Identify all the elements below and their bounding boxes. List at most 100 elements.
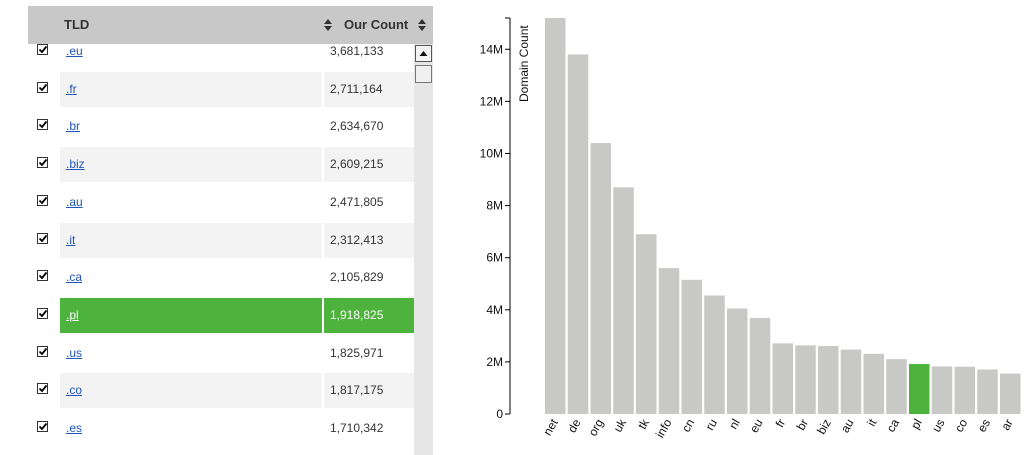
- sort-icon[interactable]: [418, 19, 426, 31]
- tld-cell: .ca: [60, 260, 322, 296]
- checkbox-cell: [28, 185, 58, 220]
- bar-eu[interactable]: [749, 318, 771, 414]
- bar-org[interactable]: [590, 143, 612, 415]
- bar-co[interactable]: [954, 366, 976, 414]
- row-checkbox[interactable]: [37, 232, 48, 244]
- bar-nl[interactable]: [727, 308, 748, 414]
- row-checkbox[interactable]: [37, 383, 48, 395]
- bar-fr[interactable]: [772, 343, 794, 414]
- bar-de[interactable]: [567, 54, 589, 414]
- tld-cell: .biz: [60, 147, 322, 183]
- x-tick-label: net: [540, 416, 561, 438]
- y-tick-label: 14M: [480, 42, 503, 56]
- checkmark-icon: [38, 385, 48, 393]
- bar-cn[interactable]: [681, 279, 703, 414]
- tld-cell: .it: [60, 222, 322, 258]
- tld-column-header[interactable]: TLD: [64, 17, 90, 32]
- scroll-up-button[interactable]: [415, 45, 432, 62]
- scrollbar[interactable]: [414, 44, 433, 455]
- row-checkbox[interactable]: [37, 270, 48, 282]
- bar-it[interactable]: [863, 353, 885, 414]
- count-cell: 2,312,413: [324, 222, 414, 258]
- tld-link[interactable]: .au: [66, 194, 83, 209]
- row-checkbox[interactable]: [37, 44, 48, 55]
- bar-ca[interactable]: [886, 359, 907, 414]
- row-checkbox[interactable]: [37, 119, 48, 131]
- bar-net[interactable]: [545, 18, 566, 414]
- count-value: 1,918,825: [330, 307, 384, 322]
- y-axis: 0 2M 4M 6M 8M 10M 12M 14M: [480, 17, 511, 421]
- checkbox-cell: [28, 336, 58, 371]
- table-row[interactable]: .co 1,817,175: [28, 373, 414, 409]
- table-row[interactable]: .it 2,312,413: [28, 222, 414, 258]
- bar-au[interactable]: [840, 349, 862, 414]
- bar-es[interactable]: [977, 369, 998, 414]
- table-row[interactable]: .br 2,634,670: [28, 109, 414, 145]
- checkmark-icon: [38, 234, 48, 242]
- y-tick-label: 12M: [480, 94, 503, 108]
- checkmark-icon: [38, 83, 48, 92]
- x-tick-label: fr: [773, 417, 789, 430]
- bar-uk[interactable]: [613, 187, 634, 414]
- checkbox-cell: [28, 260, 58, 295]
- x-tick-label: co: [952, 416, 971, 434]
- tld-link[interactable]: .es: [66, 421, 83, 435]
- y-tick-label: 2M: [486, 355, 503, 369]
- tld-link[interactable]: .it: [66, 232, 76, 247]
- tld-cell: .au: [60, 184, 322, 220]
- count-cell: 1,710,342: [324, 411, 414, 446]
- arrow-up-icon: [419, 51, 428, 56]
- table-row[interactable]: .es 1,710,342: [28, 411, 414, 446]
- tld-link[interactable]: .pl: [66, 307, 79, 322]
- x-tick-label: au: [838, 417, 857, 436]
- scroll-thumb[interactable]: [415, 65, 432, 83]
- count-value: 2,634,670: [330, 119, 384, 134]
- checkbox-cell: [28, 72, 58, 107]
- x-tick-label: pl: [908, 417, 925, 432]
- x-tick-label: de: [565, 416, 584, 435]
- tld-link[interactable]: .co: [66, 383, 83, 398]
- checkbox-cell: [28, 298, 58, 333]
- bar-ar[interactable]: [1000, 373, 1021, 414]
- x-tick-label: es: [975, 417, 993, 435]
- table-header: TLD Our Count: [28, 6, 433, 44]
- sort-icon[interactable]: [324, 19, 332, 31]
- bar-info[interactable]: [658, 268, 680, 414]
- tld-link[interactable]: .us: [66, 345, 83, 360]
- table-row[interactable]: .au 2,471,805: [28, 184, 414, 220]
- bar-chart: 0 2M 4M 6M 8M 10M 12M 14M net de org uk tk info cn ru n…: [480, 17, 1021, 440]
- row-checkbox[interactable]: [37, 307, 48, 319]
- tld-link[interactable]: .fr: [66, 81, 77, 96]
- table-row[interactable]: .us 1,825,971: [28, 335, 414, 371]
- tld-link[interactable]: .br: [66, 119, 81, 134]
- tld-link[interactable]: .eu: [66, 44, 83, 58]
- row-checkbox[interactable]: [37, 81, 48, 93]
- bar-us[interactable]: [931, 366, 953, 414]
- y-tick-label: 10M: [480, 146, 503, 160]
- x-tick-label: it: [864, 416, 879, 429]
- table-row[interactable]: .ca 2,105,829: [28, 260, 414, 296]
- checkbox-cell: [28, 147, 58, 182]
- table-row[interactable]: .pl 1,918,825: [28, 297, 414, 333]
- count-cell: 2,609,215: [324, 147, 414, 183]
- tld-cell: .us: [60, 335, 322, 371]
- x-tick-label: nl: [726, 417, 743, 432]
- bar-ru[interactable]: [704, 295, 725, 414]
- tld-cell: .pl: [60, 297, 322, 333]
- bar-br[interactable]: [795, 345, 816, 414]
- bar-pl[interactable]: [909, 364, 930, 414]
- tld-link[interactable]: .biz: [66, 157, 85, 172]
- row-checkbox[interactable]: [37, 421, 48, 432]
- bar-tk[interactable]: [636, 234, 657, 414]
- count-column-header[interactable]: Our Count: [344, 17, 409, 32]
- table-row[interactable]: .fr 2,711,164: [28, 71, 414, 107]
- y-tick-label: 6M: [486, 251, 503, 265]
- bars: [545, 18, 1021, 415]
- row-checkbox[interactable]: [37, 157, 48, 169]
- row-checkbox[interactable]: [37, 194, 48, 206]
- tld-cell: .fr: [60, 71, 322, 107]
- table-row[interactable]: .biz 2,609,215: [28, 147, 414, 183]
- tld-link[interactable]: .ca: [66, 270, 83, 285]
- bar-biz[interactable]: [818, 346, 839, 414]
- row-checkbox[interactable]: [37, 345, 48, 357]
